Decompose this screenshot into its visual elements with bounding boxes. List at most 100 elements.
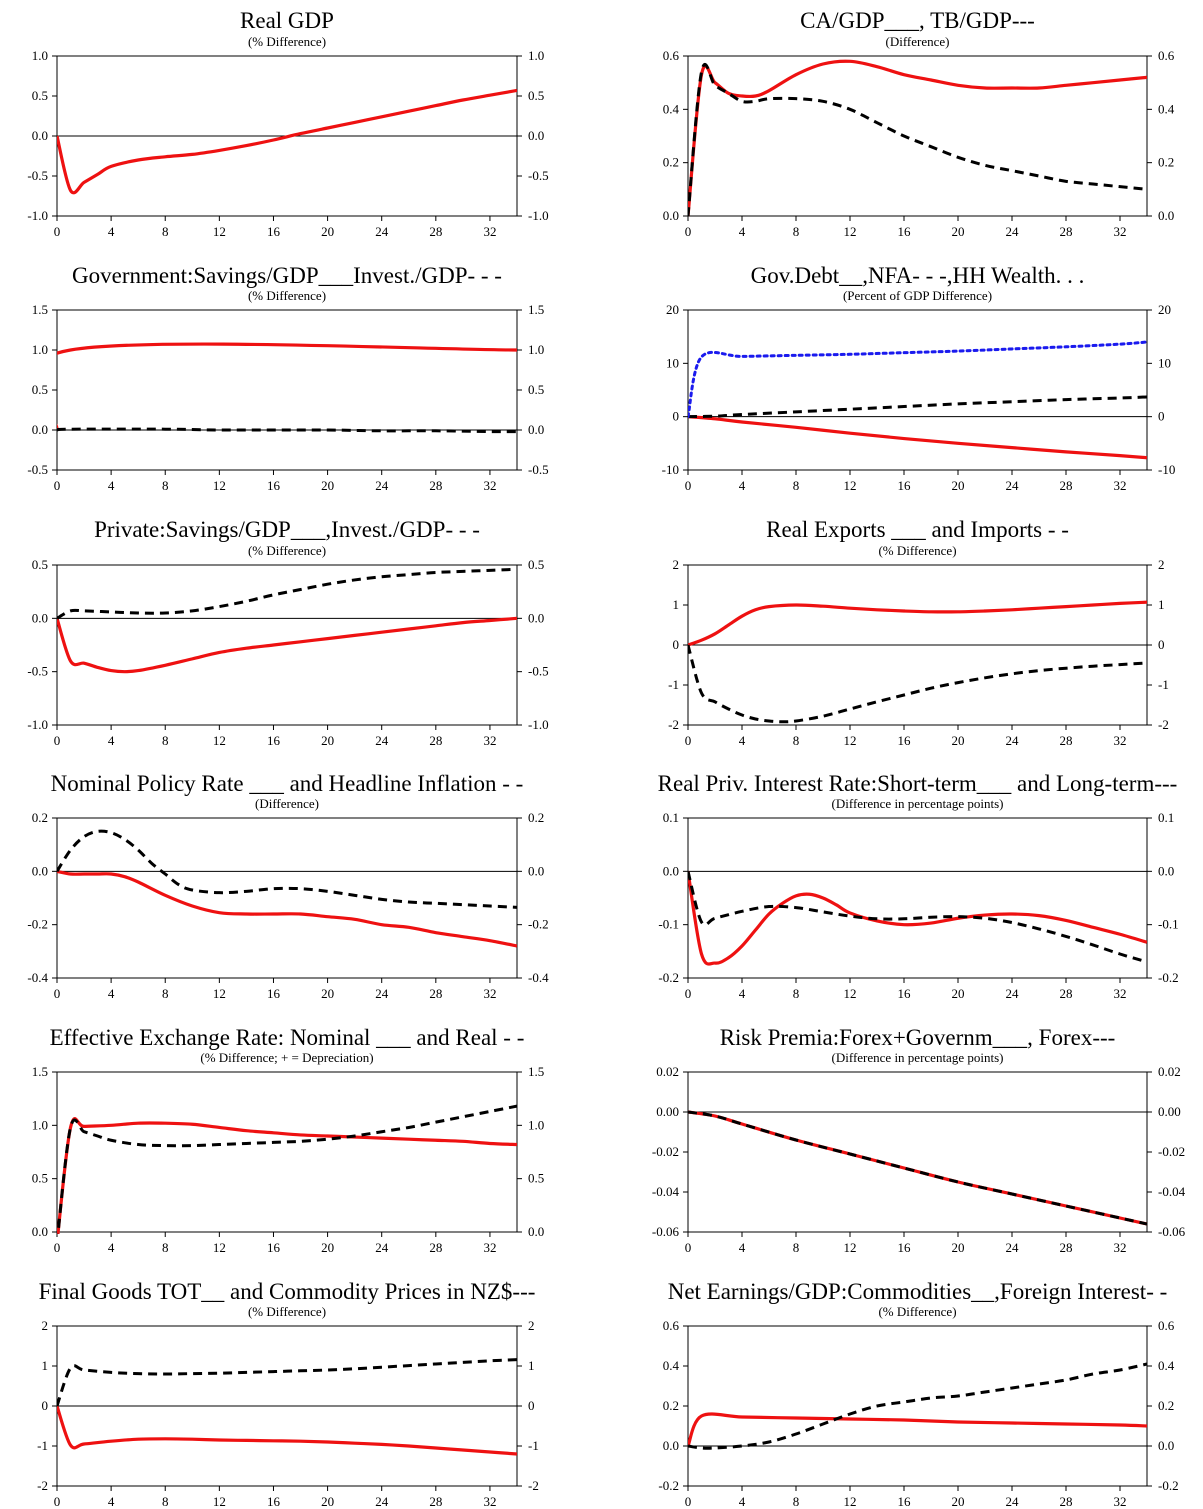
y-tick-label-left: 0	[42, 1398, 49, 1413]
plot-frame	[56, 564, 518, 726]
y-tick-label-left: -0.1	[658, 917, 679, 932]
x-tick-label: 0	[685, 224, 692, 239]
x-tick-label: 28	[1060, 986, 1073, 1001]
chart-subtitle: (Percent of GDP Difference)	[843, 288, 992, 303]
y-tick-label-left: 1	[673, 597, 680, 612]
y-tick-label-left: 0.5	[32, 382, 48, 397]
y-tick-label-left: 0	[673, 637, 680, 652]
y-tick-label-left: 1.0	[32, 342, 48, 357]
chart-title: Private:Savings/GDP___,Invest./GDP- - -	[94, 517, 480, 542]
y-tick-label-right: 0	[528, 1398, 535, 1413]
x-tick-label: 16	[267, 478, 281, 493]
x-tick-label: 28	[429, 1240, 442, 1255]
x-tick-label: 12	[844, 1240, 857, 1255]
chart-panel: Net Earnings/GDP:Commodities__,Foreign I…	[658, 1279, 1178, 1509]
series-line-solid	[57, 88, 517, 195]
x-tick-label: 20	[952, 986, 965, 1001]
x-tick-label: 0	[54, 986, 61, 1001]
x-tick-label: 28	[1060, 478, 1073, 493]
y-tick-label-left: -1.0	[27, 717, 48, 732]
chart-panel: Risk Premia:Forex+Governm___, Forex---(D…	[652, 1025, 1186, 1255]
y-tick-label-right: 0.0	[1158, 863, 1174, 878]
x-tick-label: 32	[483, 986, 496, 1001]
series-line-dashed	[688, 644, 1147, 724]
x-tick-label: 0	[54, 1240, 61, 1255]
chart-title: Final Goods TOT__ and Commodity Prices i…	[39, 1279, 536, 1304]
x-tick-label: 12	[844, 1494, 857, 1509]
x-tick-label: 24	[375, 986, 389, 1001]
y-tick-label-right: -0.2	[528, 917, 549, 932]
x-tick-label: 4	[739, 224, 746, 239]
series-line-dashed	[57, 567, 517, 620]
x-tick-label: 20	[321, 1494, 334, 1509]
y-tick-label-right: 0.2	[1158, 1398, 1174, 1413]
chart-panel: Final Goods TOT__ and Commodity Prices i…	[37, 1279, 539, 1509]
y-tick-label-right: 0.5	[528, 382, 544, 397]
y-tick-label-left: -1	[668, 677, 679, 692]
x-tick-label: 24	[1006, 224, 1020, 239]
x-tick-label: 32	[1114, 733, 1127, 748]
y-tick-label-left: 0.0	[32, 610, 48, 625]
x-tick-label: 8	[162, 986, 169, 1001]
y-tick-label-right: 0	[1158, 409, 1165, 424]
x-tick-label: 24	[375, 478, 389, 493]
y-tick-label-right: 20	[1158, 302, 1171, 317]
x-tick-label: 8	[162, 1494, 169, 1509]
y-tick-label-right: 1.0	[528, 48, 544, 63]
y-tick-label-left: 0.6	[663, 1318, 680, 1333]
x-tick-label: 4	[739, 986, 746, 1001]
series-line-dashed	[688, 870, 1147, 964]
y-tick-label-left: -0.2	[658, 1478, 679, 1493]
y-tick-label-left: 0.1	[663, 810, 679, 825]
x-tick-label: 32	[483, 1240, 496, 1255]
y-tick-label-right: -0.04	[1158, 1184, 1186, 1199]
plot-frame	[56, 1071, 518, 1233]
y-tick-label-left: 2	[673, 557, 680, 572]
x-tick-label: 32	[483, 224, 496, 239]
y-tick-label-left: 0.6	[663, 48, 680, 63]
x-tick-label: 32	[483, 1494, 496, 1509]
chart-subtitle: (Difference)	[886, 34, 950, 49]
y-tick-label-left: 0.2	[32, 810, 48, 825]
chart-subtitle: (Difference in percentage points)	[832, 1050, 1004, 1065]
chart-subtitle: (% Difference)	[878, 543, 956, 558]
chart-panel: CA/GDP___, TB/GDP---(Difference) 0.0 0.0 0.…	[663, 8, 1175, 239]
y-tick-label-left: 0	[673, 409, 680, 424]
series-line-solid	[688, 59, 1147, 217]
y-tick-label-left: 1.5	[32, 1064, 48, 1079]
x-tick-label: 4	[108, 1240, 115, 1255]
y-tick-label-left: 1.5	[32, 302, 48, 317]
y-tick-label-left: 0.0	[663, 208, 679, 223]
x-tick-label: 24	[1006, 733, 1020, 748]
series-line-solid	[688, 1412, 1147, 1447]
y-tick-label-left: 0.0	[663, 1438, 679, 1453]
plot-frame	[687, 1325, 1148, 1487]
x-tick-label: 4	[108, 224, 115, 239]
y-tick-label-right: 2	[528, 1318, 535, 1333]
x-tick-label: 16	[898, 733, 912, 748]
y-tick-label-left: 0.0	[32, 128, 48, 143]
x-tick-label: 24	[375, 733, 389, 748]
y-tick-label-right: 0.0	[528, 1224, 544, 1239]
y-tick-label-left: -2	[37, 1478, 48, 1493]
plot-frame	[687, 309, 1148, 471]
x-tick-label: 4	[108, 478, 115, 493]
chart-panel: Private:Savings/GDP___,Invest./GDP- - -(…	[27, 517, 548, 748]
y-tick-label-left: 0.4	[663, 1358, 680, 1373]
x-tick-label: 0	[685, 1494, 692, 1509]
y-tick-label-right: 10	[1158, 355, 1171, 370]
y-tick-label-right: -1	[528, 1438, 539, 1453]
y-tick-label-left: 0.0	[663, 863, 679, 878]
y-tick-label-left: -0.2	[27, 917, 48, 932]
y-tick-label-right: 0.2	[528, 810, 544, 825]
y-tick-label-right: 0.0	[1158, 1438, 1174, 1453]
y-tick-label-right: -0.4	[528, 970, 549, 985]
chart-title: Real Exports ___ and Imports - -	[766, 517, 1069, 542]
y-tick-label-right: -2	[528, 1478, 539, 1493]
x-tick-label: 8	[793, 733, 800, 748]
x-tick-label: 20	[321, 478, 334, 493]
x-tick-label: 4	[739, 1240, 746, 1255]
y-tick-label-right: 0.6	[1158, 48, 1175, 63]
chart-panel: Effective Exchange Rate: Nominal ___ and…	[32, 1025, 545, 1255]
x-tick-label: 32	[483, 478, 496, 493]
